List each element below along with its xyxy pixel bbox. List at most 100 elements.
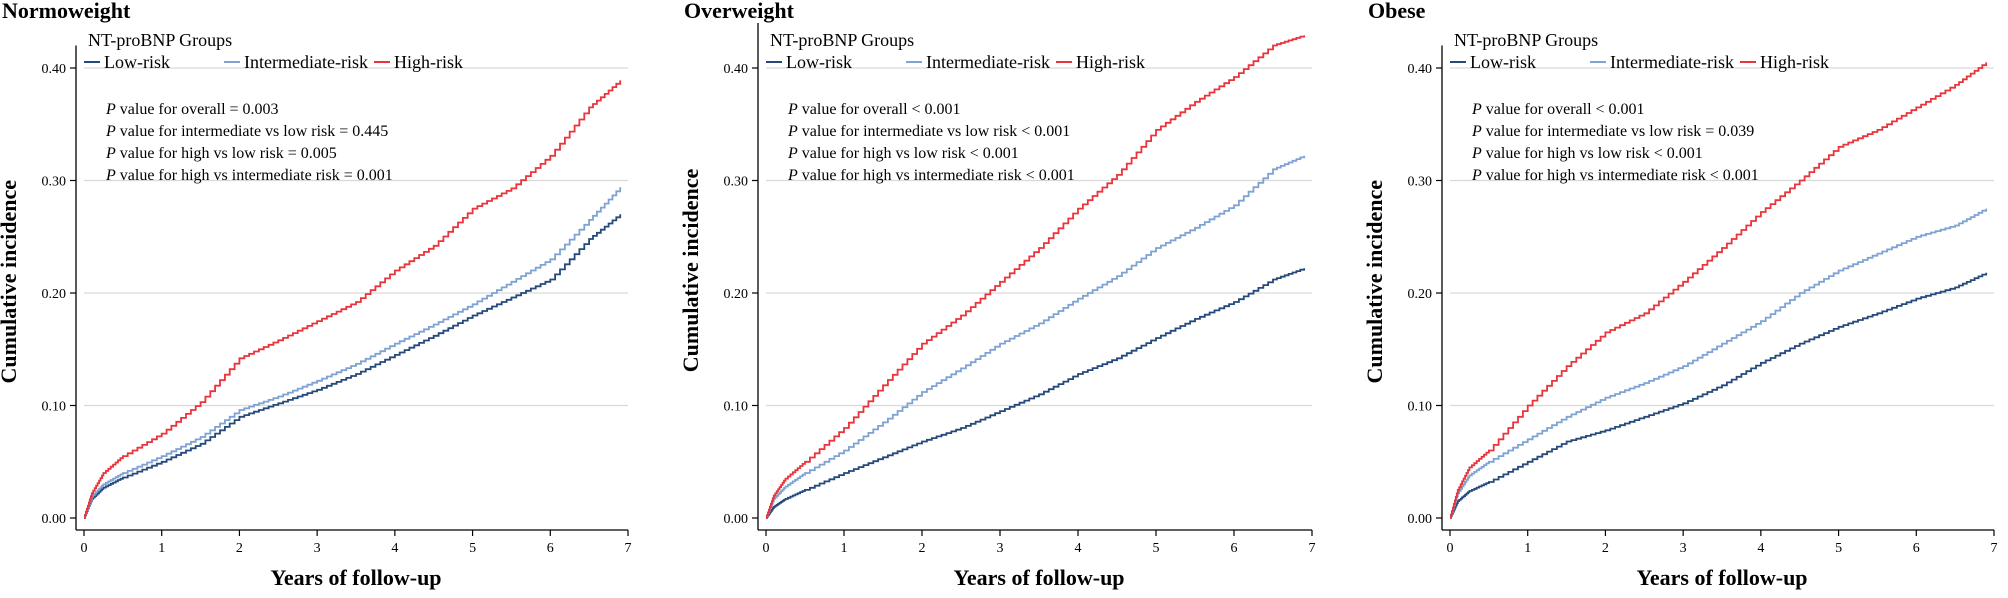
- x-tick-label: 6: [547, 541, 554, 556]
- x-tick-label: 1: [841, 541, 848, 556]
- p-value-line: P value for high vs low risk < 0.001: [787, 145, 1019, 162]
- x-tick-label: 6: [1231, 541, 1238, 556]
- legend-entry: Intermediate-risk: [926, 52, 1050, 72]
- panel-title: Normoweight: [2, 0, 131, 23]
- x-tick-label: 5: [1835, 541, 1842, 556]
- y-tick-label: 0.20: [42, 287, 67, 302]
- p-italic: P: [1471, 167, 1482, 184]
- x-tick-label: 4: [391, 541, 398, 556]
- legend-entry: Low-risk: [1470, 52, 1536, 72]
- legend-title: NT-proBNP Groups: [88, 30, 232, 50]
- series-line: [84, 80, 622, 519]
- p-text: value for intermediate vs low risk < 0.0…: [798, 123, 1071, 140]
- series-line: [766, 268, 1306, 519]
- x-tick-label: 7: [625, 541, 632, 556]
- p-italic: P: [1471, 123, 1482, 140]
- series-line: [1450, 272, 1988, 519]
- legend-entry: Low-risk: [104, 52, 170, 72]
- x-tick-label: 7: [1991, 541, 1998, 556]
- p-italic: P: [105, 123, 116, 140]
- x-tick-label: 2: [236, 541, 243, 556]
- p-italic: P: [787, 123, 798, 140]
- legend-title: NT-proBNP Groups: [770, 30, 914, 50]
- x-tick-label: 0: [1447, 541, 1454, 556]
- p-value-line: P value for high vs low risk = 0.005: [105, 145, 337, 162]
- y-tick-label: 0.10: [724, 400, 749, 415]
- chart-panel-obese: 0.00 0.10 0.20 0.30 0.40 0 1 2 3 4 5 6 7 Years of fol…: [1362, 0, 1998, 590]
- x-tick-label: 4: [1075, 541, 1082, 556]
- y-tick-label: 0.00: [724, 512, 749, 527]
- x-tick-label: 0: [81, 541, 88, 556]
- p-text: value for high vs intermediate risk < 0.…: [798, 167, 1075, 184]
- x-tick-label: 7: [1309, 541, 1316, 556]
- p-text: value for overall = 0.003: [116, 101, 279, 118]
- p-value-line: P value for overall < 0.001: [787, 101, 961, 118]
- y-tick-label: 0.00: [1408, 512, 1433, 527]
- x-tick-label: 3: [1680, 541, 1687, 556]
- p-text: value for high vs low risk < 0.001: [1482, 145, 1703, 162]
- p-italic: P: [105, 145, 116, 162]
- p-italic: P: [787, 145, 798, 162]
- y-tick-label: 0.40: [42, 62, 67, 77]
- p-italic: P: [105, 167, 116, 184]
- series-line: [1450, 62, 1988, 519]
- series-line: [1450, 208, 1988, 519]
- y-axis-title: Cumulative incidence: [1362, 180, 1387, 384]
- x-tick-label: 5: [1153, 541, 1160, 556]
- x-tick-label: 4: [1757, 541, 1764, 556]
- y-tick-label: 0.30: [1408, 175, 1433, 190]
- chart-panel-overweight: 0.00 0.10 0.20 0.30 0.40 0 1 2 3 4 5 6 7 Years of fol…: [678, 0, 1316, 590]
- legend-title: NT-proBNP Groups: [1454, 30, 1598, 50]
- p-value-line: P value for high vs low risk < 0.001: [1471, 145, 1703, 162]
- y-tick-label: 0.30: [724, 175, 749, 190]
- series-line: [766, 155, 1306, 519]
- y-tick-label: 0.00: [42, 512, 67, 527]
- series-line: [84, 214, 622, 519]
- legend-entry: High-risk: [1076, 52, 1145, 72]
- legend-entry: High-risk: [1760, 52, 1829, 72]
- p-text: value for high vs intermediate risk < 0.…: [1482, 167, 1759, 184]
- x-axis-title: Years of follow-up: [1636, 565, 1807, 590]
- x-tick-label: 3: [997, 541, 1004, 556]
- y-tick-label: 0.30: [42, 175, 67, 190]
- y-tick-label: 0.40: [1408, 62, 1433, 77]
- chart-panel-normoweight: 0.00 0.10 0.20 0.30 0.40 0 1 2 3 4 5 6 7 Years of fol…: [0, 0, 632, 590]
- y-tick-label: 0.20: [724, 287, 749, 302]
- p-value-line: P value for overall < 0.001: [1471, 101, 1645, 118]
- panel-title: Obese: [1368, 0, 1426, 23]
- x-tick-label: 5: [469, 541, 476, 556]
- p-italic: P: [787, 167, 798, 184]
- p-italic: P: [105, 101, 116, 118]
- p-value-line: P value for high vs intermediate risk = …: [105, 167, 393, 184]
- p-value-line: P value for intermediate vs low risk = 0…: [105, 123, 388, 140]
- y-axis-title: Cumulative incidence: [678, 169, 703, 373]
- x-tick-label: 2: [1602, 541, 1609, 556]
- x-tick-label: 1: [158, 541, 165, 556]
- p-value-line: P value for intermediate vs low risk < 0…: [787, 123, 1070, 140]
- p-text: value for intermediate vs low risk = 0.4…: [116, 123, 389, 140]
- y-tick-label: 0.10: [42, 400, 67, 415]
- y-tick-label: 0.20: [1408, 287, 1433, 302]
- p-text: value for overall < 0.001: [798, 101, 961, 118]
- p-text: value for high vs low risk = 0.005: [116, 145, 337, 162]
- x-tick-label: 3: [314, 541, 321, 556]
- p-text: value for overall < 0.001: [1482, 101, 1645, 118]
- p-italic: P: [1471, 145, 1482, 162]
- p-text: value for high vs intermediate risk = 0.…: [116, 167, 393, 184]
- p-value-line: P value for high vs intermediate risk < …: [1471, 167, 1759, 184]
- panel-title: Overweight: [684, 0, 795, 23]
- legend-entry: High-risk: [394, 52, 463, 72]
- p-text: value for high vs low risk < 0.001: [798, 145, 1019, 162]
- p-value-line: P value for high vs intermediate risk < …: [787, 167, 1075, 184]
- p-text: value for intermediate vs low risk = 0.0…: [1482, 123, 1755, 140]
- x-tick-label: 2: [919, 541, 926, 556]
- series-line: [84, 187, 622, 519]
- p-italic: P: [1471, 101, 1482, 118]
- series-line: [766, 35, 1306, 519]
- x-tick-label: 1: [1524, 541, 1531, 556]
- x-tick-label: 0: [763, 541, 770, 556]
- p-value-line: P value for overall = 0.003: [105, 101, 279, 118]
- legend-entry: Intermediate-risk: [1610, 52, 1734, 72]
